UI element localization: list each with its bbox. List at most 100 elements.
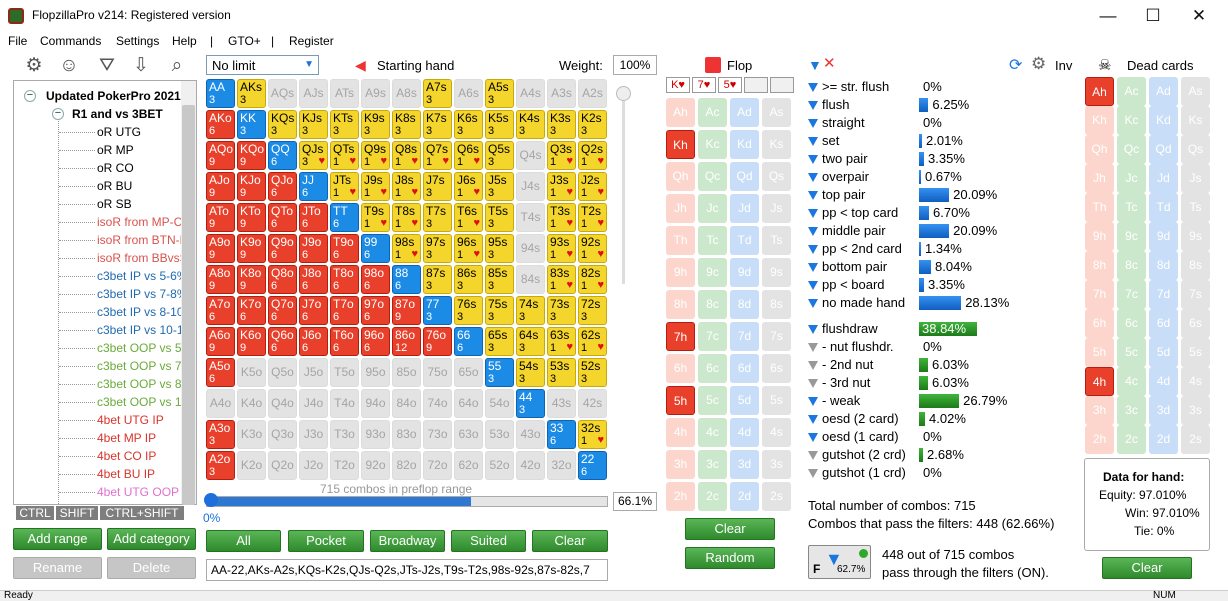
card-6c[interactable]: 6c xyxy=(1117,309,1146,338)
card-Qs[interactable]: Qs xyxy=(1181,135,1210,164)
hand-cell[interactable]: KQo 9 xyxy=(237,141,266,170)
tree-item[interactable]: c3bet IP vs 10-15% xyxy=(97,323,197,337)
filter-funnel-icon[interactable] xyxy=(808,325,818,334)
card-Qh[interactable]: Qh xyxy=(1085,135,1114,164)
hand-cell[interactable]: Q7s 1 ♥ xyxy=(423,141,452,170)
filter-funnel-icon[interactable] xyxy=(808,119,818,128)
tree-item[interactable]: 4bet UTG OOP xyxy=(97,485,180,499)
board-card-slot[interactable] xyxy=(770,77,794,93)
hand-cell[interactable]: J7o 6 xyxy=(299,296,328,325)
card-Kd[interactable]: Kd xyxy=(730,130,759,159)
tree-item[interactable]: c3bet OOP vs 8-10% xyxy=(97,377,196,391)
card-8s[interactable]: 8s xyxy=(1181,251,1210,280)
weight-slider-track[interactable] xyxy=(622,92,625,284)
hand-cell[interactable]: 97s 3 xyxy=(423,234,452,263)
card-Jh[interactable]: Jh xyxy=(666,194,695,223)
card-4s[interactable]: 4s xyxy=(762,418,791,447)
hand-cell[interactable]: 52s 3 xyxy=(578,358,607,387)
card-2h[interactable]: 2h xyxy=(666,482,695,511)
hand-cell[interactable]: T2o xyxy=(330,451,359,480)
card-9d[interactable]: 9d xyxy=(1149,222,1178,251)
hand-cell[interactable]: K6s 3 xyxy=(454,110,483,139)
hand-cell[interactable]: J9s 1 ♥ xyxy=(361,172,390,201)
hand-cell[interactable]: Q9s 1 ♥ xyxy=(361,141,390,170)
hand-cell[interactable]: 32s 1 ♥ xyxy=(578,420,607,449)
filter-funnel-icon[interactable] xyxy=(808,433,818,442)
tree-item[interactable]: 4bet MP IP xyxy=(97,431,157,445)
tree-item[interactable]: c3bet OOP vs 5-6% xyxy=(97,341,197,355)
tree-group[interactable]: R1 and vs 3BET xyxy=(72,107,163,121)
hand-cell[interactable]: T9o 6 xyxy=(330,234,359,263)
tree-item[interactable]: 4bet BU IP xyxy=(97,467,156,481)
hand-cell[interactable]: A5s 3 xyxy=(485,79,514,108)
hand-cell[interactable]: K8s 3 xyxy=(392,110,421,139)
minimize-button[interactable]: — xyxy=(1099,6,1117,25)
hand-cell[interactable]: JTo 6 xyxy=(299,203,328,232)
hand-cell[interactable]: 32o xyxy=(547,451,576,480)
hand-cell[interactable]: A7s 3 xyxy=(423,79,452,108)
hand-cell[interactable]: KTo 9 xyxy=(237,203,266,232)
hand-cell[interactable]: J5o xyxy=(299,358,328,387)
tree-item[interactable]: oR UTG xyxy=(97,125,142,139)
hand-cell[interactable]: 93s 1 ♥ xyxy=(547,234,576,263)
hand-cell[interactable]: 99 6 xyxy=(361,234,390,263)
hand-cell[interactable]: J2o xyxy=(299,451,328,480)
search-icon[interactable]: ⌕ xyxy=(171,55,183,76)
hand-cell[interactable]: QJs 3 ♥ xyxy=(299,141,328,170)
hand-cell[interactable]: 84o xyxy=(392,389,421,418)
card-8h[interactable]: 8h xyxy=(666,290,695,319)
hand-cell[interactable]: J8s 1 ♥ xyxy=(392,172,421,201)
range-pct-input[interactable]: 66.1% xyxy=(613,492,657,511)
hand-cell[interactable]: AJo 9 xyxy=(206,172,235,201)
hand-cell[interactable]: 98s 1 ♥ xyxy=(392,234,421,263)
hand-cell[interactable]: KK 3 xyxy=(237,110,266,139)
tree-item[interactable]: 4bet UTG IP xyxy=(97,413,164,427)
card-Js[interactable]: Js xyxy=(1181,164,1210,193)
card-4c[interactable]: 4c xyxy=(1117,367,1146,396)
hand-cell[interactable]: J3s 1 ♥ xyxy=(547,172,576,201)
add-category-button[interactable]: Add category xyxy=(107,528,196,550)
card-Ts[interactable]: Ts xyxy=(1181,193,1210,222)
card-5s[interactable]: 5s xyxy=(762,386,791,415)
filter-row[interactable]: flush xyxy=(808,96,849,114)
card-8c[interactable]: 8c xyxy=(698,290,727,319)
hand-cell[interactable]: 64o xyxy=(454,389,483,418)
card-Kh[interactable]: Kh xyxy=(1085,106,1114,135)
card-8d[interactable]: 8d xyxy=(730,290,759,319)
card-9c[interactable]: 9c xyxy=(1117,222,1146,251)
filter-funnel-icon[interactable] xyxy=(808,245,818,254)
hand-cell[interactable]: T5s 3 xyxy=(485,203,514,232)
card-Jc[interactable]: Jc xyxy=(1117,164,1146,193)
hand-cell[interactable]: Q3o xyxy=(268,420,297,449)
hand-cell[interactable]: 87o 9 xyxy=(392,296,421,325)
hand-cell[interactable]: Q2s 1 ♥ xyxy=(578,141,607,170)
filter-funnel-icon[interactable] xyxy=(808,101,818,110)
hand-cell[interactable]: 95o xyxy=(361,358,390,387)
card-3s[interactable]: 3s xyxy=(1181,396,1210,425)
card-Ah[interactable]: Ah xyxy=(1085,77,1114,106)
hand-cell[interactable]: J8o 6 xyxy=(299,265,328,294)
card-4c[interactable]: 4c xyxy=(698,418,727,447)
board-card-slot[interactable]: K♥ xyxy=(666,77,690,93)
filter-funnel-icon[interactable] xyxy=(808,299,818,308)
tree-item[interactable]: oR MP xyxy=(97,143,134,157)
pocket-button[interactable]: Pocket xyxy=(288,530,364,552)
card-6s[interactable]: 6s xyxy=(1181,309,1210,338)
card-5c[interactable]: 5c xyxy=(698,386,727,415)
filter-funnel-icon[interactable] xyxy=(808,83,818,92)
card-7c[interactable]: 7c xyxy=(1117,280,1146,309)
hand-cell[interactable]: K2o xyxy=(237,451,266,480)
flop-random-button[interactable]: Random xyxy=(685,547,775,569)
card-4h[interactable]: 4h xyxy=(1085,367,1114,396)
card-3c[interactable]: 3c xyxy=(698,450,727,479)
card-Kc[interactable]: Kc xyxy=(698,130,727,159)
filter-row[interactable]: two pair xyxy=(808,150,868,168)
card-9s[interactable]: 9s xyxy=(1181,222,1210,251)
hand-cell[interactable]: JJ 6 xyxy=(299,172,328,201)
hand-cell[interactable]: T4o xyxy=(330,389,359,418)
hand-cell[interactable]: Q9o 6 xyxy=(268,234,297,263)
flop-board[interactable]: K♥ 7♥ 5♥ xyxy=(666,77,794,93)
card-Js[interactable]: Js xyxy=(762,194,791,223)
tree-item[interactable]: c3bet OOP vs 7-8% xyxy=(97,359,197,373)
hand-cell[interactable]: J5s 3 xyxy=(485,172,514,201)
